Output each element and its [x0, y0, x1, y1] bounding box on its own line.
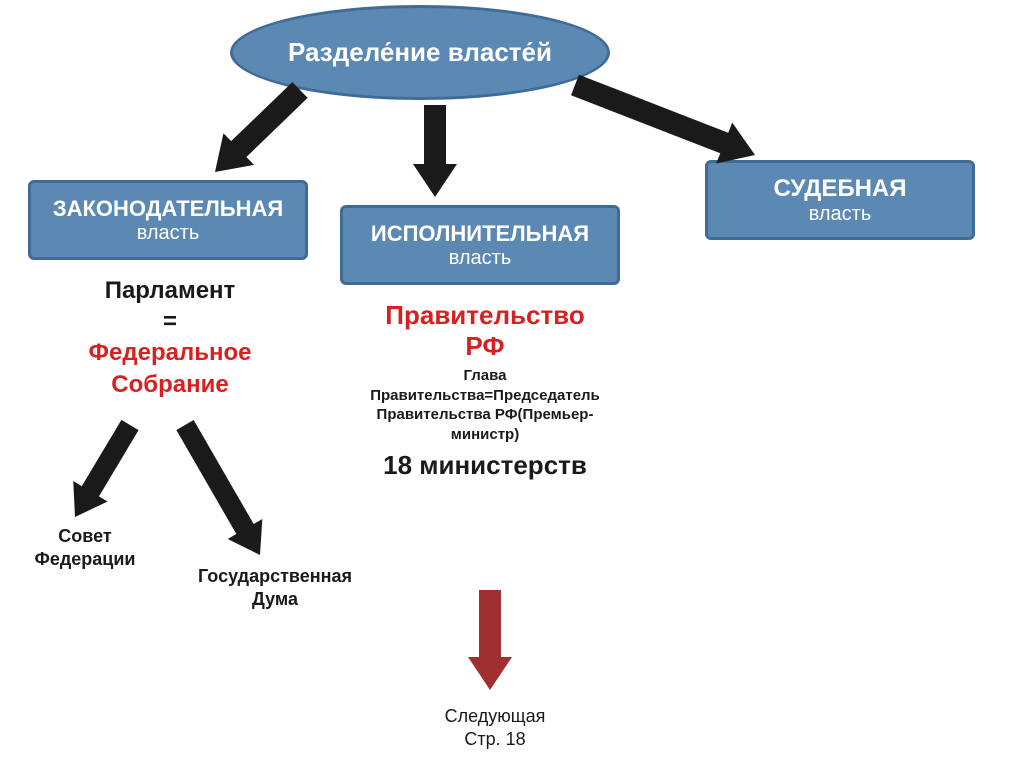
council-line-2: Федерации	[25, 548, 145, 571]
root-node: Разделе́ние власте́й	[230, 5, 610, 100]
root-to-executive-arrow	[413, 105, 457, 197]
head-line-1: Глава	[345, 366, 625, 386]
federal-label-1: Федеральное	[55, 337, 285, 368]
legislative-to-council-arrow	[73, 420, 138, 517]
footer-label: Следующая Стр. 18	[420, 705, 570, 750]
legislative-node: ЗАКОНОДАТЕЛЬНАЯ власть	[28, 180, 308, 260]
root-to-judicial-arrow	[571, 75, 755, 164]
executive-detail: Правительство РФ Глава Правительства=Пре…	[345, 300, 625, 481]
duma-label: Государственная Дума	[175, 565, 375, 610]
ministries-label: 18 министерств	[345, 450, 625, 481]
root-title: Разделе́ние власте́й	[288, 37, 552, 68]
parliament-label: Парламент	[55, 275, 285, 306]
executive-title-1: ИСПОЛНИТЕЛЬНАЯ	[371, 221, 589, 247]
council-line-1: Совет	[25, 525, 145, 548]
legislative-to-duma-arrow	[176, 420, 262, 555]
executive-node: ИСПОЛНИТЕЛЬНАЯ власть	[340, 205, 620, 285]
judicial-node: СУДЕБНАЯ власть	[705, 160, 975, 240]
head-line-4: министр)	[345, 425, 625, 445]
council-label: Совет Федерации	[25, 525, 145, 570]
legislative-detail: Парламент = Федеральное Собрание	[55, 275, 285, 400]
equals-label: =	[55, 306, 285, 337]
footer-next: Следующая	[420, 705, 570, 728]
legislative-title-2: власть	[137, 222, 200, 245]
gov-label-2: РФ	[345, 331, 625, 362]
duma-line-2: Дума	[175, 588, 375, 611]
gov-label-1: Правительство	[345, 300, 625, 331]
federal-label-2: Собрание	[55, 369, 285, 400]
head-line-2: Правительства=Председатель	[345, 386, 625, 406]
executive-title-2: власть	[449, 247, 512, 270]
duma-line-1: Государственная	[175, 565, 375, 588]
head-line-3: Правительства РФ(Премьер-	[345, 405, 625, 425]
judicial-title-2: власть	[809, 203, 872, 226]
root-to-legislative-arrow	[215, 82, 308, 172]
to-footer-arrow	[468, 590, 512, 690]
legislative-title-1: ЗАКОНОДАТЕЛЬНАЯ	[53, 196, 283, 222]
footer-page: Стр. 18	[420, 728, 570, 751]
judicial-title-1: СУДЕБНАЯ	[774, 175, 907, 203]
